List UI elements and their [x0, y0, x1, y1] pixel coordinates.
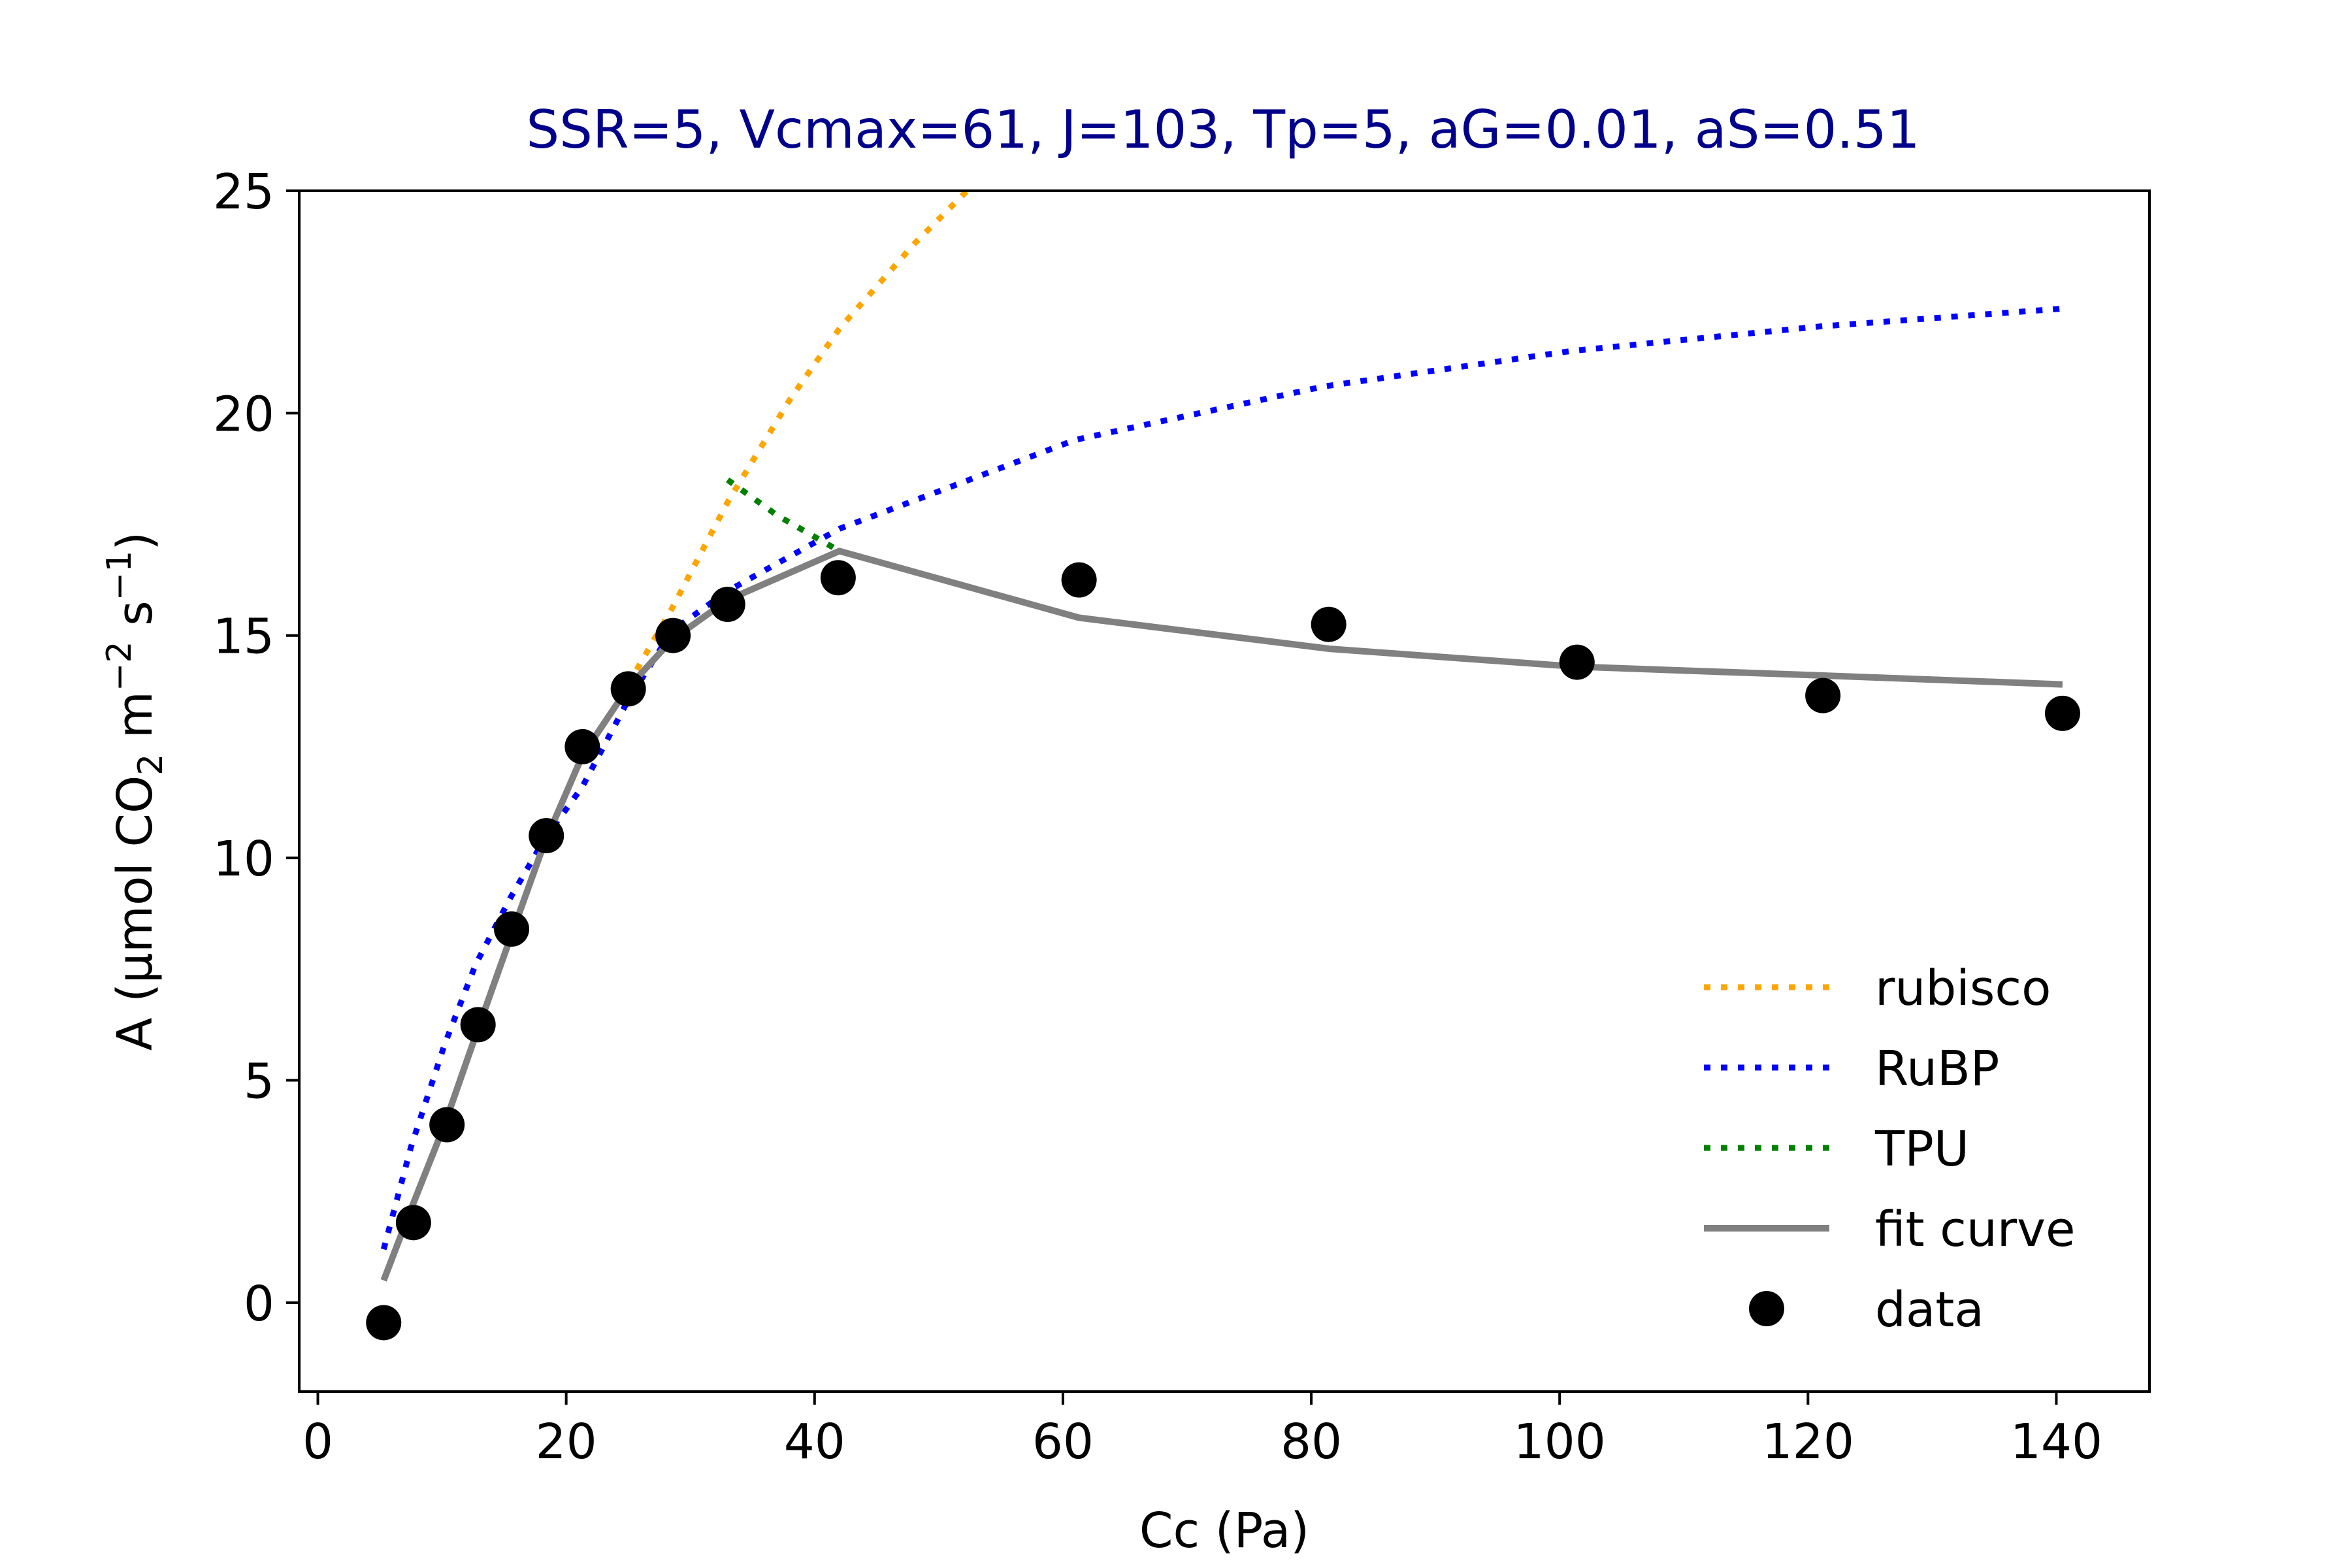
- legend-label-rubisco: rubisco: [1875, 960, 2051, 1017]
- axes-frame: [298, 189, 2151, 1393]
- data-point: [1311, 606, 1347, 642]
- legend-label-rubp: RuBP: [1875, 1041, 1999, 1097]
- y-tick-label: 15: [213, 609, 274, 665]
- series-line-fit-curve: [380, 547, 2063, 1282]
- y-axis-label: A (μmol CO2 m−2 s−1): [100, 532, 171, 1051]
- data-point: [820, 560, 856, 596]
- data-point: [610, 671, 646, 707]
- x-tick-label: 140: [2010, 1414, 2102, 1470]
- data-point: [395, 1205, 431, 1241]
- data-point: [366, 1305, 402, 1341]
- data-point: [460, 1007, 496, 1043]
- data-point: [564, 728, 600, 764]
- legend-label-tpu: TPU: [1874, 1121, 1969, 1177]
- y-axis: 0 5 10 15 20 25: [213, 164, 299, 1332]
- x-tick-label: 120: [1762, 1414, 1854, 1470]
- y-tick-label: 10: [213, 831, 274, 887]
- data-point: [1559, 644, 1595, 680]
- y-tick-label: 25: [213, 164, 274, 220]
- y-tick-label: 0: [244, 1276, 274, 1332]
- y-tick-label: 20: [213, 386, 274, 442]
- x-axis-label: Cc (Pa): [1139, 1503, 1309, 1559]
- x-tick-label: 80: [1281, 1414, 1342, 1470]
- data-point: [494, 911, 530, 947]
- series-line-rubp: [380, 305, 2063, 1250]
- data-point: [1805, 678, 1841, 713]
- y-tick-label: 5: [244, 1053, 274, 1109]
- data-point: [429, 1107, 465, 1143]
- x-tick-label: 0: [302, 1414, 333, 1470]
- legend-marker-data: [1749, 1291, 1784, 1326]
- series-line-rubisco: [625, 191, 972, 686]
- chart-title: SSR=5, Vcmax=61, J=103, Tp=5, aG=0.01, a…: [526, 99, 1919, 160]
- data-point: [655, 617, 691, 653]
- x-tick-label: 60: [1032, 1414, 1094, 1470]
- plot-area: [366, 191, 2080, 1341]
- data-point: [1061, 562, 1097, 598]
- data-point: [529, 818, 564, 854]
- legend: rubisco RuBP TPU fit curve data: [1704, 960, 2075, 1338]
- legend-label-data: data: [1875, 1282, 1984, 1338]
- series-line-tpu: [726, 477, 841, 554]
- x-tick-label: 100: [1514, 1414, 1606, 1470]
- legend-label-fit-curve: fit curve: [1875, 1201, 2075, 1258]
- x-tick-label: 20: [536, 1414, 597, 1470]
- x-tick-label: 40: [784, 1414, 845, 1470]
- x-axis: 0 20 40 60 80 100 120 140: [302, 1392, 2102, 1470]
- data-point: [2044, 695, 2080, 731]
- data-point: [710, 587, 745, 623]
